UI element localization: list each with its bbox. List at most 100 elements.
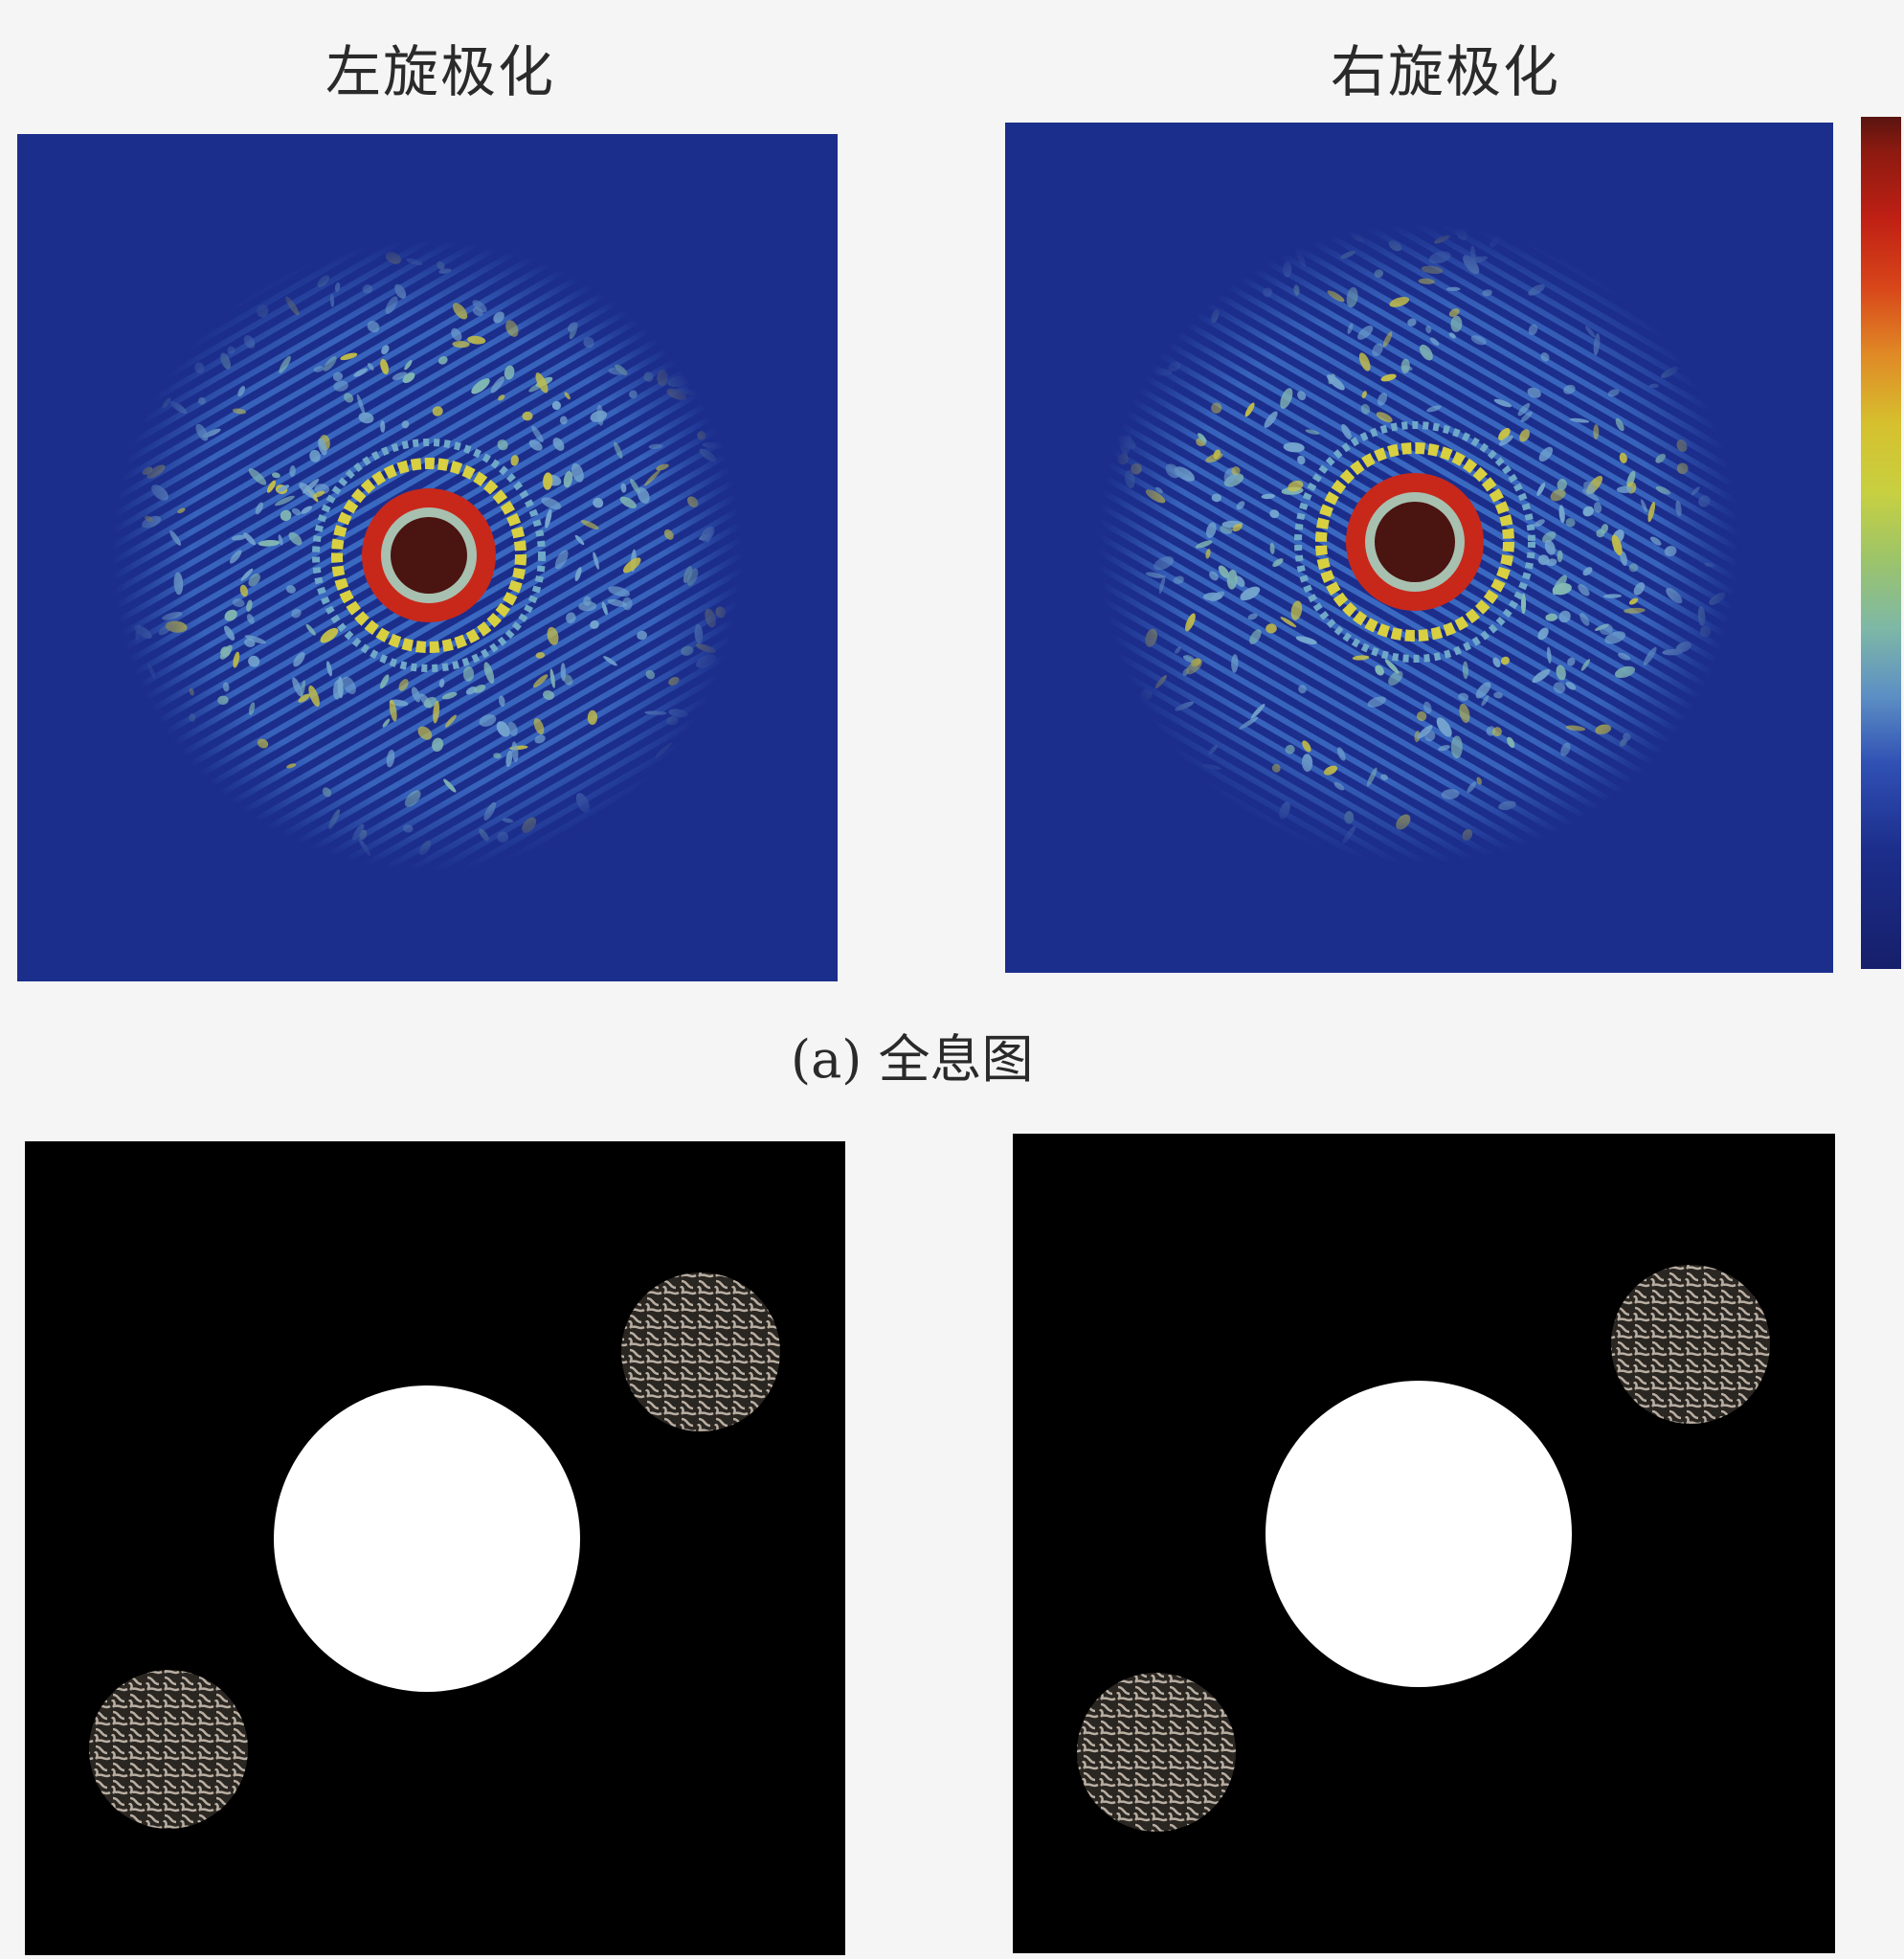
speckle-dot [666,388,687,400]
left-polarization-title: 左旋极化 [325,39,556,104]
speckle-dot [452,340,470,349]
speckle-dot [1520,411,1533,422]
speckle-dot [1676,462,1689,475]
speckle-dot [318,438,327,456]
speckle-dot [1546,646,1552,664]
speckle-dot [543,690,555,700]
speckle-dot [367,321,380,333]
right-hologram-svg [1005,123,1833,973]
speckle-dot [394,283,407,299]
speckle-dot [551,400,562,411]
speckle-dot [587,709,598,725]
speckle-dot [1389,297,1410,307]
speckle-dot [643,372,654,382]
speckle-dot [686,568,699,587]
speckle-dot [1456,228,1468,240]
left-hologram-svg [17,134,838,981]
speckle-dot [353,368,369,377]
speckle-dot [1175,646,1181,654]
speckle-dot [402,372,415,384]
speckle-dot [505,320,519,337]
speckle-dot [197,396,206,405]
speckle-dot [1271,763,1281,773]
speckle-dot [507,721,518,736]
speckle-dot [438,268,452,274]
speckle-dot [614,441,623,459]
speckle-dot [1618,652,1631,661]
speckle-dot [1124,470,1135,488]
speckle-dot [622,557,641,574]
speckle-dot [1407,318,1417,326]
speckle-dot [1448,332,1456,339]
speckle-dot [1643,646,1657,666]
speckle-dot [1173,575,1184,584]
speckle-dot [438,679,445,688]
speckle-dot [1327,374,1345,391]
speckle-dot [437,355,448,365]
speckle-dot [423,696,437,709]
speckle-dot [1481,695,1490,707]
speckle-dot [1557,550,1563,563]
speckle-dot [433,700,440,724]
speckle-dot [274,495,295,507]
speckle-dot [169,529,182,546]
speckle-dot [471,378,490,394]
speckle-dot [248,655,260,667]
speckle-dot [1211,493,1221,503]
speckle-dot [1585,326,1596,338]
left-zero-order-disk [274,1385,580,1692]
speckle-dot [453,303,468,320]
speckle-dot [1569,417,1590,423]
speckle-dot [385,251,401,264]
speckle-dot [392,372,408,380]
speckle-dot [1396,814,1411,830]
speckle-dot [289,465,296,478]
left-hologram-image [17,134,838,981]
speckle-dot [1249,629,1262,644]
speckle-dot [1380,373,1397,382]
speckle-dot [220,646,231,658]
speckle-dot [1459,703,1470,724]
speckle-dot [1445,286,1461,292]
speckle-dot [257,738,269,749]
speckle-dot [1623,732,1631,741]
speckle-dot [344,393,354,403]
speckle-dot [358,412,374,424]
speckle-dot [419,840,432,856]
speckle-dot [1154,368,1173,376]
speckle-dot [1704,562,1715,568]
speckle-dot [1263,287,1273,298]
speckle-dot [402,824,414,833]
speckle-dot [702,441,726,449]
speckle-dot [1538,446,1554,462]
right-twin-image-bottom [1077,1673,1236,1832]
speckle-dot [1558,505,1565,524]
speckle-dot [441,691,458,700]
speckle-dot [239,584,248,597]
speckle-dot [298,693,310,703]
speckle-dot [1154,675,1167,689]
speckle-dot [432,737,444,753]
speckle-dot [337,676,344,699]
left-reconstruction-svg [25,1141,845,1955]
speckle-dot [1462,829,1473,841]
speckle-dot [663,529,674,540]
speckle-dot [1528,283,1545,296]
speckle-dot [1699,625,1712,638]
speckle-dot [1208,745,1218,755]
speckle-dot [1165,463,1180,479]
speckle-dot [1426,405,1442,413]
speckle-dot [1697,606,1706,627]
speckle-dot [314,484,330,495]
speckle-dot [563,674,573,686]
speckle-dot [1441,789,1460,799]
speckle-dot [1544,540,1556,555]
speckle-dot [217,695,229,706]
speckle-dot [380,420,386,433]
speckle-dot [317,275,330,288]
speckle-dot [666,716,679,726]
speckle-dot [323,356,337,372]
speckle-dot [313,490,325,498]
speckle-dot [696,654,717,668]
speckle-dot [1498,428,1511,441]
